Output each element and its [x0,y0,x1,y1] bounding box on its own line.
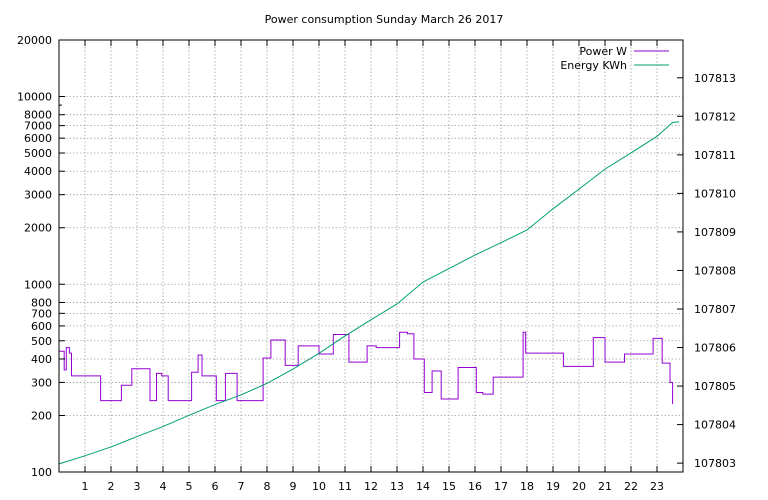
y-right-tick-label: 107813 [694,72,736,85]
series-line-energy [58,121,680,465]
y-right-tick-label: 107807 [694,303,736,316]
y-left-tick-label: 1000 [24,278,52,291]
x-tick-label: 22 [624,480,638,493]
x-tick-label: 2 [108,480,115,493]
y-left-tick-label: 3000 [24,189,52,202]
x-tick-label: 4 [160,480,167,493]
x-tick-label: 19 [546,480,560,493]
x-tick-label: 3 [134,480,141,493]
x-tick-label: 12 [364,480,378,493]
legend-label-power: Power W [579,45,627,58]
y-right-tick-label: 107804 [694,419,736,432]
x-tick-label: 17 [494,480,508,493]
x-tick-label: 21 [598,480,612,493]
y-left-tick-label: 200 [31,409,52,422]
y-right-tick-label: 107811 [694,149,736,162]
y-left-tick-label: 700 [31,307,52,320]
y-left-tick-label: 20000 [17,34,52,47]
x-tick-label: 6 [212,480,219,493]
tick-marks [59,39,683,473]
y-left-tick-label: 800 [31,296,52,309]
x-tick-label: 13 [390,480,404,493]
y-left-tick-label: 10000 [17,91,52,104]
x-tick-label: 1 [82,480,89,493]
plot-border [58,39,684,473]
x-tick-label: 5 [186,480,193,493]
y-left-tick-label: 2000 [24,222,52,235]
x-tick-label: 23 [650,480,664,493]
y-right-tick-label: 107810 [694,187,736,200]
x-tick-label: 16 [468,480,482,493]
x-tick-label: 20 [572,480,586,493]
y-right-tick-label: 107809 [694,226,736,239]
x-tick-label: 14 [416,480,430,493]
legend-label-energy: Energy KWh [560,59,627,72]
chart-title: Power consumption Sunday March 26 2017 [265,13,504,26]
y-left-tick-label: 5000 [24,147,52,160]
y-right-tick-label: 107812 [694,110,736,123]
y-right-tick-label: 107805 [694,380,736,393]
x-tick-label: 10 [312,480,326,493]
grid [59,40,683,472]
y-right-tick-label: 107806 [694,342,736,355]
series-line-power [59,331,674,405]
y-left-tick-label: 8000 [24,109,52,122]
x-tick-label: 18 [520,480,534,493]
legend: Power W Energy KWh [560,45,669,72]
x-tick-label: 7 [238,480,245,493]
y-left-tick-label: 100 [31,466,52,479]
x-tick-label: 9 [290,480,297,493]
y-left-tick-label: 4000 [24,165,52,178]
x-tick-label: 8 [264,480,271,493]
y-right-tick-label: 107803 [694,457,736,470]
y-left-tick-label: 500 [31,335,52,348]
x-tick-label: 11 [338,480,352,493]
y-left-tick-label: 6000 [24,132,52,145]
x-tick-label: 15 [442,480,456,493]
y-left-tick-label: 7000 [24,120,52,133]
y-left-tick-label: 600 [31,320,52,333]
y-left-tick-label: 400 [31,353,52,366]
y-right-tick-label: 107808 [694,264,736,277]
y-left-tick-label: 300 [31,376,52,389]
series-layer [58,121,680,465]
